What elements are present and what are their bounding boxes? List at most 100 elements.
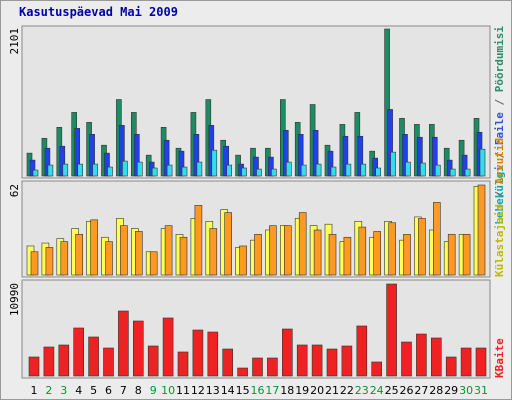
bar	[59, 145, 66, 177]
bar	[327, 150, 334, 177]
bar	[420, 162, 426, 177]
bar	[372, 157, 379, 177]
bar	[388, 222, 396, 276]
bar	[402, 133, 408, 177]
bar	[418, 218, 426, 276]
bar	[460, 347, 472, 377]
x-tick-label: 4	[75, 384, 82, 397]
x-tick-label: 13	[206, 384, 220, 397]
x-tick-label: 12	[191, 384, 205, 397]
bar	[479, 148, 486, 177]
bar	[475, 347, 487, 377]
x-tick-label: 26	[400, 384, 414, 397]
x-tick-label: 18	[280, 384, 294, 397]
bar	[104, 152, 110, 177]
legend-entry: Pöördumisi	[493, 26, 506, 93]
bar	[177, 351, 189, 377]
bar	[313, 229, 322, 276]
bar	[107, 166, 113, 177]
bar	[283, 225, 292, 276]
bar	[209, 228, 218, 276]
bar	[137, 161, 143, 177]
bar	[222, 348, 233, 377]
bar	[28, 356, 40, 377]
x-tick-label: 30	[459, 384, 473, 397]
bar	[328, 234, 337, 276]
bar	[447, 234, 456, 276]
x-tick-label: 3	[60, 384, 67, 397]
x-tick-label: 15	[236, 384, 250, 397]
x-tick-label: 16	[251, 384, 265, 397]
x-tick-label: 5	[90, 384, 97, 397]
legend-separator: /	[493, 92, 506, 112]
bar	[135, 231, 143, 276]
legend-separator: /	[493, 145, 506, 165]
x-tick-label: 11	[176, 384, 190, 397]
bar	[192, 329, 204, 377]
bar	[445, 356, 457, 377]
bar	[30, 251, 39, 276]
bar	[241, 167, 247, 177]
x-tick-label: 17	[265, 384, 279, 397]
bar	[47, 164, 54, 177]
bar	[90, 219, 98, 276]
bar	[405, 161, 411, 177]
bar	[449, 168, 456, 177]
x-tick-label: 7	[120, 384, 127, 397]
bar	[326, 348, 338, 377]
bar	[151, 167, 158, 177]
x-tick-label: 10	[161, 384, 175, 397]
bar	[43, 346, 55, 377]
bar	[253, 156, 259, 177]
bar	[239, 245, 247, 276]
bar	[416, 333, 427, 377]
bar	[32, 169, 39, 177]
y-tick-label: 2101	[8, 28, 21, 55]
bar	[133, 320, 144, 377]
bar	[434, 164, 441, 177]
x-tick-label: 21	[325, 384, 339, 397]
bar	[119, 125, 125, 177]
panel	[21, 25, 491, 179]
legend: KBaite	[493, 338, 506, 378]
x-tick-label: 1	[31, 384, 38, 397]
bar	[252, 357, 263, 377]
bar	[45, 247, 54, 276]
bar	[164, 225, 173, 276]
bar	[285, 161, 292, 177]
bar	[300, 164, 307, 177]
bar	[122, 160, 128, 177]
legend-entry: Külastajaid	[493, 204, 506, 277]
bar	[298, 212, 307, 276]
bar	[311, 344, 323, 377]
bar	[315, 163, 322, 177]
panel	[21, 180, 491, 278]
bar	[224, 212, 232, 276]
bar	[271, 168, 277, 177]
bar	[312, 130, 319, 177]
bar	[375, 167, 382, 177]
legend-entry: KBaite	[493, 338, 506, 378]
x-tick-label: 22	[340, 384, 354, 397]
bar	[103, 347, 114, 377]
x-tick-label: 23	[355, 384, 369, 397]
legend: Külastajaid / Arvutid	[493, 138, 506, 277]
bar	[89, 133, 95, 177]
bar	[462, 234, 471, 276]
bar	[73, 327, 84, 377]
bar	[461, 154, 468, 177]
bar	[92, 163, 98, 177]
legend-separator: /	[493, 184, 506, 204]
bar	[226, 164, 232, 177]
legend: Lehekülgi / Faile / Pöördumisi	[493, 26, 506, 225]
x-tick-label: 2	[45, 384, 52, 397]
x-tick-label: 19	[295, 384, 309, 397]
bar	[223, 145, 229, 177]
bar	[147, 345, 159, 377]
bar	[373, 231, 382, 276]
bar	[417, 136, 423, 177]
bar	[386, 283, 397, 377]
bar	[268, 156, 274, 177]
x-tick-label: 9	[150, 384, 157, 397]
